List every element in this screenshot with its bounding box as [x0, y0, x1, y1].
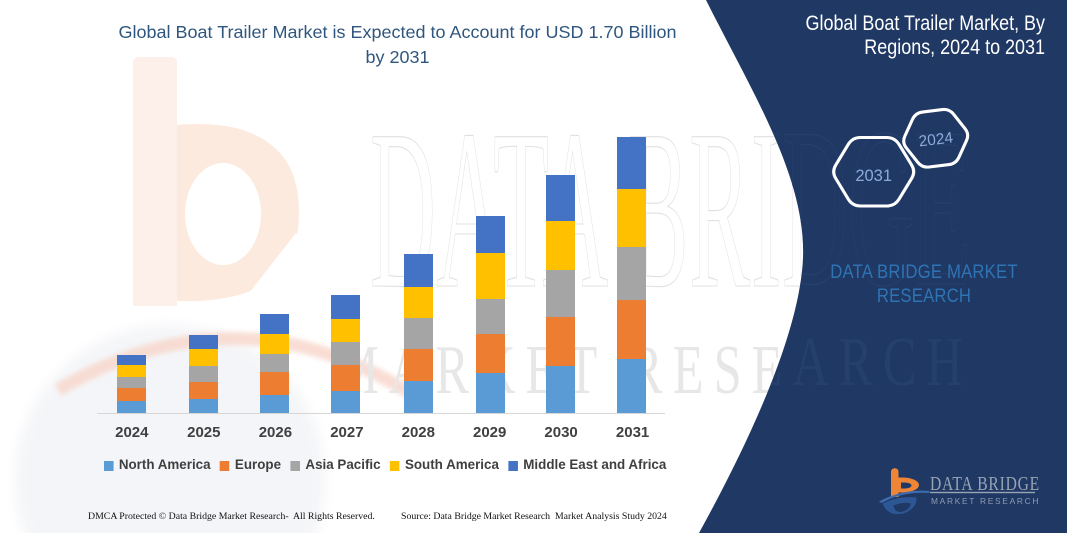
svg-text:MARKET RESEARCH: MARKET RESEARCH [931, 496, 1040, 506]
svg-text:DATA BRIDGE: DATA BRIDGE [930, 472, 1040, 494]
svg-text:2024: 2024 [918, 129, 955, 150]
svg-text:MARKET RESEARCH: MARKET RESEARCH [334, 324, 973, 401]
svg-text:2031: 2031 [855, 167, 892, 185]
